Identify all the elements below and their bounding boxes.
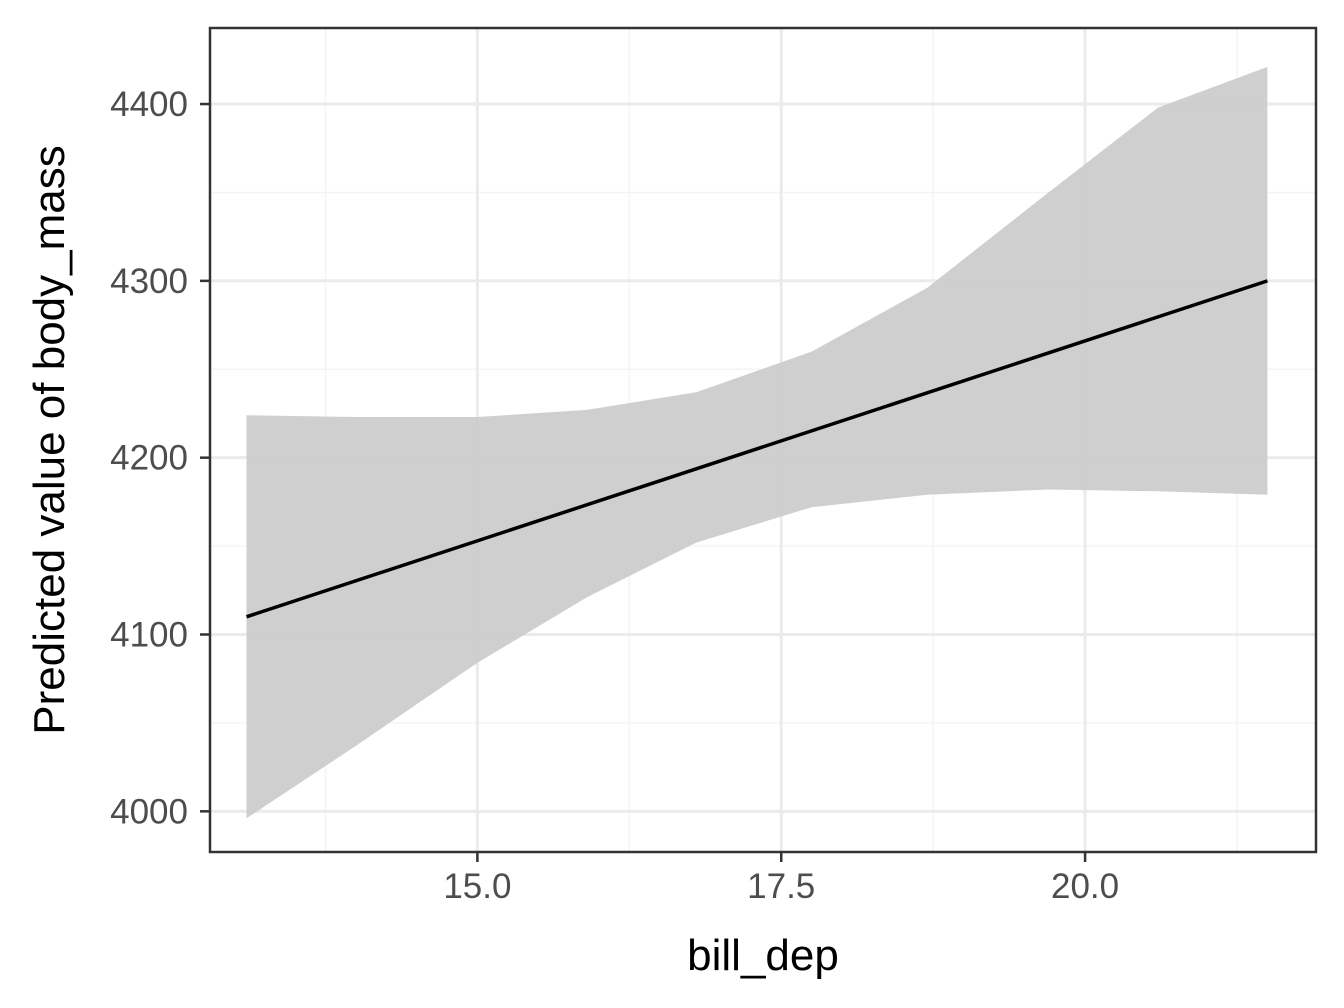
x-tick-label-0: 15.0 bbox=[443, 867, 511, 906]
x-axis-title: bill_dep bbox=[687, 931, 839, 980]
prediction-line-layer bbox=[245, 279, 1268, 619]
y-axis-title: Predicted value of body_mass bbox=[25, 145, 74, 734]
y-tick-label-0: 4000 bbox=[110, 792, 188, 831]
y-tick-label-2: 4200 bbox=[110, 439, 188, 478]
x-tick-label-1: 17.5 bbox=[747, 867, 815, 906]
y-tick-label-4: 4400 bbox=[110, 85, 188, 124]
x-tick-label-2: 20.0 bbox=[1051, 867, 1119, 906]
y-tick-label-3: 4300 bbox=[110, 262, 188, 301]
prediction-line-0 bbox=[245, 279, 1268, 619]
confidence-band-layer bbox=[246, 66, 1268, 819]
y-tick-label-1: 4100 bbox=[110, 616, 188, 655]
confidence-band bbox=[246, 66, 1268, 819]
panel-border bbox=[208, 26, 1318, 854]
y-axis-ticks: 4000 4100 4200 4300 4400 bbox=[110, 85, 210, 831]
x-axis-ticks: 15.0 17.5 20.0 bbox=[443, 852, 1119, 906]
